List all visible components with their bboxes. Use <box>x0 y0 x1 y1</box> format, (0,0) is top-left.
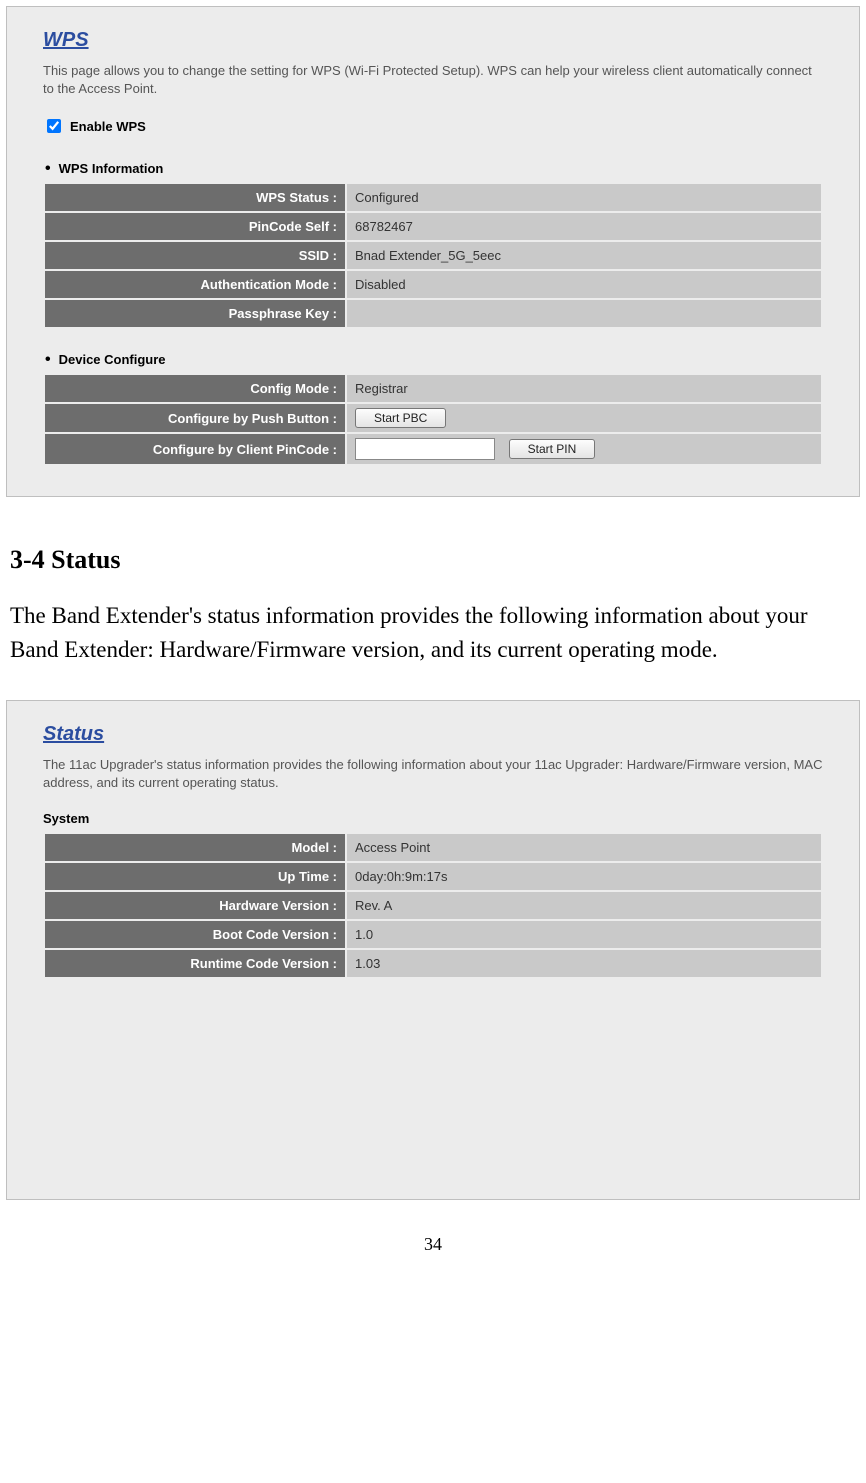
row-value: 0day:0h:9m:17s <box>347 863 821 890</box>
row-value: Rev. A <box>347 892 821 919</box>
row-value: Start PIN <box>347 434 821 464</box>
row-value: Configured <box>347 184 821 211</box>
row-key: PinCode Self : <box>45 213 345 240</box>
table-row: Hardware Version :Rev. A <box>45 892 821 919</box>
table-row: Model :Access Point <box>45 834 821 861</box>
table-row: Config Mode : Registrar <box>45 375 821 402</box>
table-row: Configure by Client PinCode : Start PIN <box>45 434 821 464</box>
row-key: Runtime Code Version : <box>45 950 345 977</box>
section-heading: 3-4 Status <box>10 545 866 575</box>
table-row: Passphrase Key : <box>45 300 821 327</box>
row-value: Bnad Extender_5G_5eec <box>347 242 821 269</box>
row-key: WPS Status : <box>45 184 345 211</box>
row-value <box>347 300 821 327</box>
row-key: Up Time : <box>45 863 345 890</box>
table-row: Configure by Push Button : Start PBC <box>45 404 821 432</box>
table-row: WPS Status :Configured <box>45 184 821 211</box>
table-row: PinCode Self :68782467 <box>45 213 821 240</box>
row-value: Disabled <box>347 271 821 298</box>
row-key: Configure by Client PinCode : <box>45 434 345 464</box>
row-key: Hardware Version : <box>45 892 345 919</box>
row-key: Passphrase Key : <box>45 300 345 327</box>
section-paragraph: The Band Extender's status information p… <box>10 599 826 666</box>
table-row: SSID :Bnad Extender_5G_5eec <box>45 242 821 269</box>
row-value: Registrar <box>347 375 821 402</box>
row-key: Boot Code Version : <box>45 921 345 948</box>
device-configure-section-label: Device Configure <box>43 351 823 369</box>
row-key: Model : <box>45 834 345 861</box>
device-configure-table: Config Mode : Registrar Configure by Pus… <box>43 373 823 466</box>
start-pbc-button[interactable]: Start PBC <box>355 408 446 428</box>
row-key: Config Mode : <box>45 375 345 402</box>
status-description: The 11ac Upgrader's status information p… <box>43 756 823 792</box>
table-row: Boot Code Version :1.0 <box>45 921 821 948</box>
enable-wps-label: Enable WPS <box>70 119 146 134</box>
status-panel-spacer <box>43 979 823 1199</box>
system-table: Model :Access Point Up Time :0day:0h:9m:… <box>43 832 823 979</box>
client-pincode-input[interactable] <box>355 438 495 460</box>
row-key: Authentication Mode : <box>45 271 345 298</box>
enable-wps-checkbox[interactable] <box>47 119 61 133</box>
row-value: Start PBC <box>347 404 821 432</box>
wps-title: WPS <box>43 29 823 52</box>
row-key: SSID : <box>45 242 345 269</box>
table-row: Up Time :0day:0h:9m:17s <box>45 863 821 890</box>
enable-wps-row: Enable WPS <box>43 116 823 136</box>
row-value: Access Point <box>347 834 821 861</box>
system-section-label: System <box>43 810 823 828</box>
page-number: 34 <box>0 1234 866 1255</box>
wps-info-section-label: WPS Information <box>43 160 823 178</box>
status-panel: Status The 11ac Upgrader's status inform… <box>6 700 860 1200</box>
wps-description: This page allows you to change the setti… <box>43 62 823 98</box>
wps-panel: WPS This page allows you to change the s… <box>6 6 860 497</box>
status-title: Status <box>43 723 823 746</box>
row-value: 68782467 <box>347 213 821 240</box>
row-value: 1.03 <box>347 950 821 977</box>
start-pin-button[interactable]: Start PIN <box>509 439 596 459</box>
table-row: Runtime Code Version :1.03 <box>45 950 821 977</box>
row-value: 1.0 <box>347 921 821 948</box>
table-row: Authentication Mode :Disabled <box>45 271 821 298</box>
row-key: Configure by Push Button : <box>45 404 345 432</box>
wps-info-table: WPS Status :Configured PinCode Self :687… <box>43 182 823 329</box>
